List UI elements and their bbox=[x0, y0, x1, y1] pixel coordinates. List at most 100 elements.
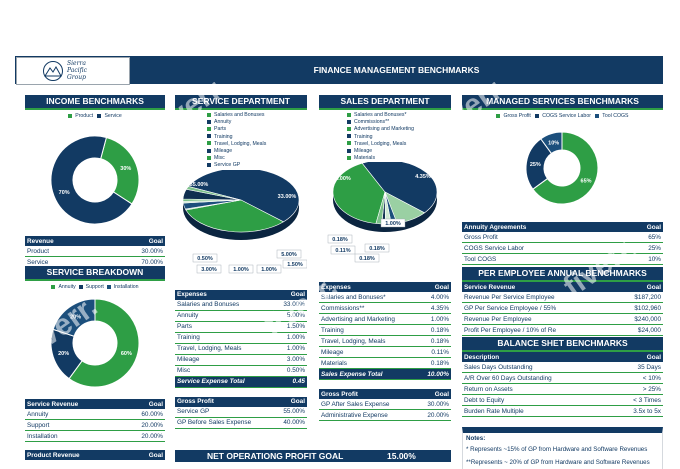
table-row: Annuity 60.00% bbox=[25, 409, 165, 421]
row-value: 4.35% bbox=[418, 302, 451, 315]
table-row: GP Before Sales Expense 40.00% bbox=[175, 417, 307, 429]
logo-text-1: Sierra bbox=[67, 60, 86, 67]
row-value: 3.5x to 5x bbox=[611, 405, 663, 418]
logo-box: Sierra Pacific Group bbox=[16, 57, 130, 85]
sales-dept-expense-table: Expenses Goal Salaries and Bonuses* 4.00% C… bbox=[319, 282, 451, 381]
legend-swatch bbox=[207, 134, 211, 139]
table-header: Goal bbox=[418, 282, 451, 293]
table-header: Description bbox=[462, 352, 612, 363]
net-profit-bar: NET OPERATIONG PROFIT GOAL 15.00% bbox=[175, 450, 451, 462]
row-value: $187,200 bbox=[614, 292, 663, 304]
row-value: 1.00% bbox=[272, 332, 307, 344]
managed-legend: Gross Profit COGS Service Labor Tool COG… bbox=[462, 113, 663, 120]
donut-slice bbox=[100, 137, 140, 205]
managed-services-title: MANAGED SERVICES BENCHMARKS bbox=[462, 95, 663, 110]
pie-slice bbox=[332, 163, 386, 225]
row-label: GP After Sales Expense bbox=[319, 399, 417, 411]
row-label: Mileage bbox=[175, 354, 273, 366]
pie-callout-box bbox=[192, 253, 218, 262]
sales-dept-title: SALES DEPARTMENT bbox=[319, 95, 451, 110]
income-title: INCOME BENCHMARKS bbox=[25, 95, 165, 110]
row-value: 33.00% bbox=[272, 299, 307, 311]
table-header: Goal bbox=[272, 289, 307, 300]
row-value: 25% bbox=[619, 242, 663, 255]
net-profit-value: 15.00% bbox=[387, 451, 416, 461]
legend-swatch bbox=[496, 113, 501, 118]
table-row: GP After Sales Expense 30.00% bbox=[319, 399, 451, 411]
row-value: 1.00% bbox=[418, 313, 451, 326]
row-label: Training bbox=[175, 332, 273, 344]
legend-item: Service GP bbox=[207, 162, 307, 169]
pie-callout-box bbox=[354, 254, 380, 263]
row-value: 20.00% bbox=[120, 419, 165, 432]
row-label: Gross Profit bbox=[462, 232, 620, 244]
table-row: Materials 0.18% bbox=[319, 357, 451, 370]
pie-slice-label: 0.18% bbox=[369, 246, 385, 252]
row-label: GP Before Sales Expense bbox=[175, 417, 275, 429]
pie-slice-label: 1.00% bbox=[261, 267, 277, 273]
sales-dept-section: SALES DEPARTMENT Salaries and Bonuses* Co… bbox=[319, 95, 451, 422]
table-row: Product 30.00% bbox=[25, 246, 165, 258]
table-row: Misc 0.50% bbox=[175, 365, 307, 377]
table-row: Travel, Lodging, Meals 0.18% bbox=[319, 335, 451, 348]
row-label: Materials bbox=[319, 357, 419, 370]
table-row: Training 0.18% bbox=[319, 324, 451, 337]
legend-swatch bbox=[347, 112, 351, 117]
legend-label: Travel, Lodging, Meals bbox=[354, 140, 407, 147]
pie-slice bbox=[187, 169, 300, 222]
income-donut-chart: 30% 70% bbox=[50, 135, 140, 225]
per-employee-table: Service Revenue Goal Revenue Per Service … bbox=[462, 282, 663, 337]
table-header: Goal bbox=[619, 222, 663, 233]
service-dept-section: SERVICE DEPARTMENT Salaries and Bonuses A… bbox=[175, 95, 307, 429]
service-breakdown-section: SERVICE BREAKDOWN Annuity Support Instal… bbox=[25, 266, 165, 461]
pie-slice-label: 1.00% bbox=[385, 221, 401, 227]
row-label: Return on Assets bbox=[462, 383, 612, 396]
row-label: Parts bbox=[175, 321, 273, 333]
row-label: A/R Over 60 Days Outstanding bbox=[462, 372, 612, 385]
legend-item: Salaries and Bonuses bbox=[207, 112, 307, 119]
row-value: < 10% bbox=[611, 372, 663, 385]
row-value: 0.50% bbox=[272, 365, 307, 377]
service-breakdown-donut-chart: 60% 20% 20% bbox=[50, 298, 140, 388]
row-label: Training bbox=[319, 324, 419, 337]
table-header: Goal bbox=[416, 389, 451, 400]
row-label: Product bbox=[25, 246, 102, 258]
row-label: Travel, Lodging, Meals bbox=[175, 343, 273, 355]
service-dept-title: SERVICE DEPARTMENT bbox=[175, 95, 307, 110]
annuity-agreements-table: Annuity Agreements Goal Gross Profit 65% C… bbox=[462, 222, 663, 266]
legend-item: Misc bbox=[207, 155, 307, 162]
row-value: $24,000 bbox=[614, 324, 663, 337]
legend-swatch bbox=[347, 155, 351, 160]
pie-slice bbox=[185, 199, 285, 232]
row-value: $102,960 bbox=[614, 302, 663, 315]
donut-slice-label: 25% bbox=[530, 162, 541, 168]
row-label: Tool COGS bbox=[462, 253, 620, 266]
table-row: Commissions** 4.35% bbox=[319, 302, 451, 315]
legend-swatch bbox=[68, 113, 73, 118]
row-value: 65% bbox=[619, 232, 663, 244]
legend-swatch bbox=[207, 112, 211, 117]
sales-dept-legend: Salaries and Bonuses* Commissions** Advert… bbox=[347, 112, 451, 162]
table-row: Training 1.00% bbox=[175, 332, 307, 344]
logo-text-2: Pacific bbox=[67, 67, 87, 74]
legend-label: Training bbox=[214, 133, 233, 140]
legend-item: Tool COGS bbox=[602, 113, 629, 119]
table-row: Tool COGS 10% bbox=[462, 253, 663, 266]
table-row: Installation 20.00% bbox=[25, 430, 165, 443]
row-label: Travel, Lodging, Meals bbox=[319, 335, 419, 348]
sales-dept-gp-table: Gross Profit Goal GP After Sales Expense 3… bbox=[319, 389, 451, 422]
pie-slice-label: 1.50% bbox=[287, 262, 303, 268]
row-value: 0.18% bbox=[418, 357, 451, 370]
table-header: Goal bbox=[101, 236, 165, 247]
pie-slice-label: 0.50% bbox=[197, 256, 213, 262]
pie-callout-box bbox=[282, 259, 307, 268]
income-table: Revenue Goal Product 30.00% Service 70.00% bbox=[25, 236, 165, 269]
row-label: Installation bbox=[25, 430, 121, 443]
donut-slice-label: 70% bbox=[59, 190, 70, 196]
total-value: 10.00% bbox=[418, 368, 451, 381]
row-value: 1.50% bbox=[272, 321, 307, 333]
row-value: 30.00% bbox=[416, 399, 451, 411]
legend-item: Travel, Lodging, Meals bbox=[347, 141, 451, 148]
row-label: Support bbox=[25, 419, 121, 432]
row-label: Service GP bbox=[175, 406, 275, 418]
